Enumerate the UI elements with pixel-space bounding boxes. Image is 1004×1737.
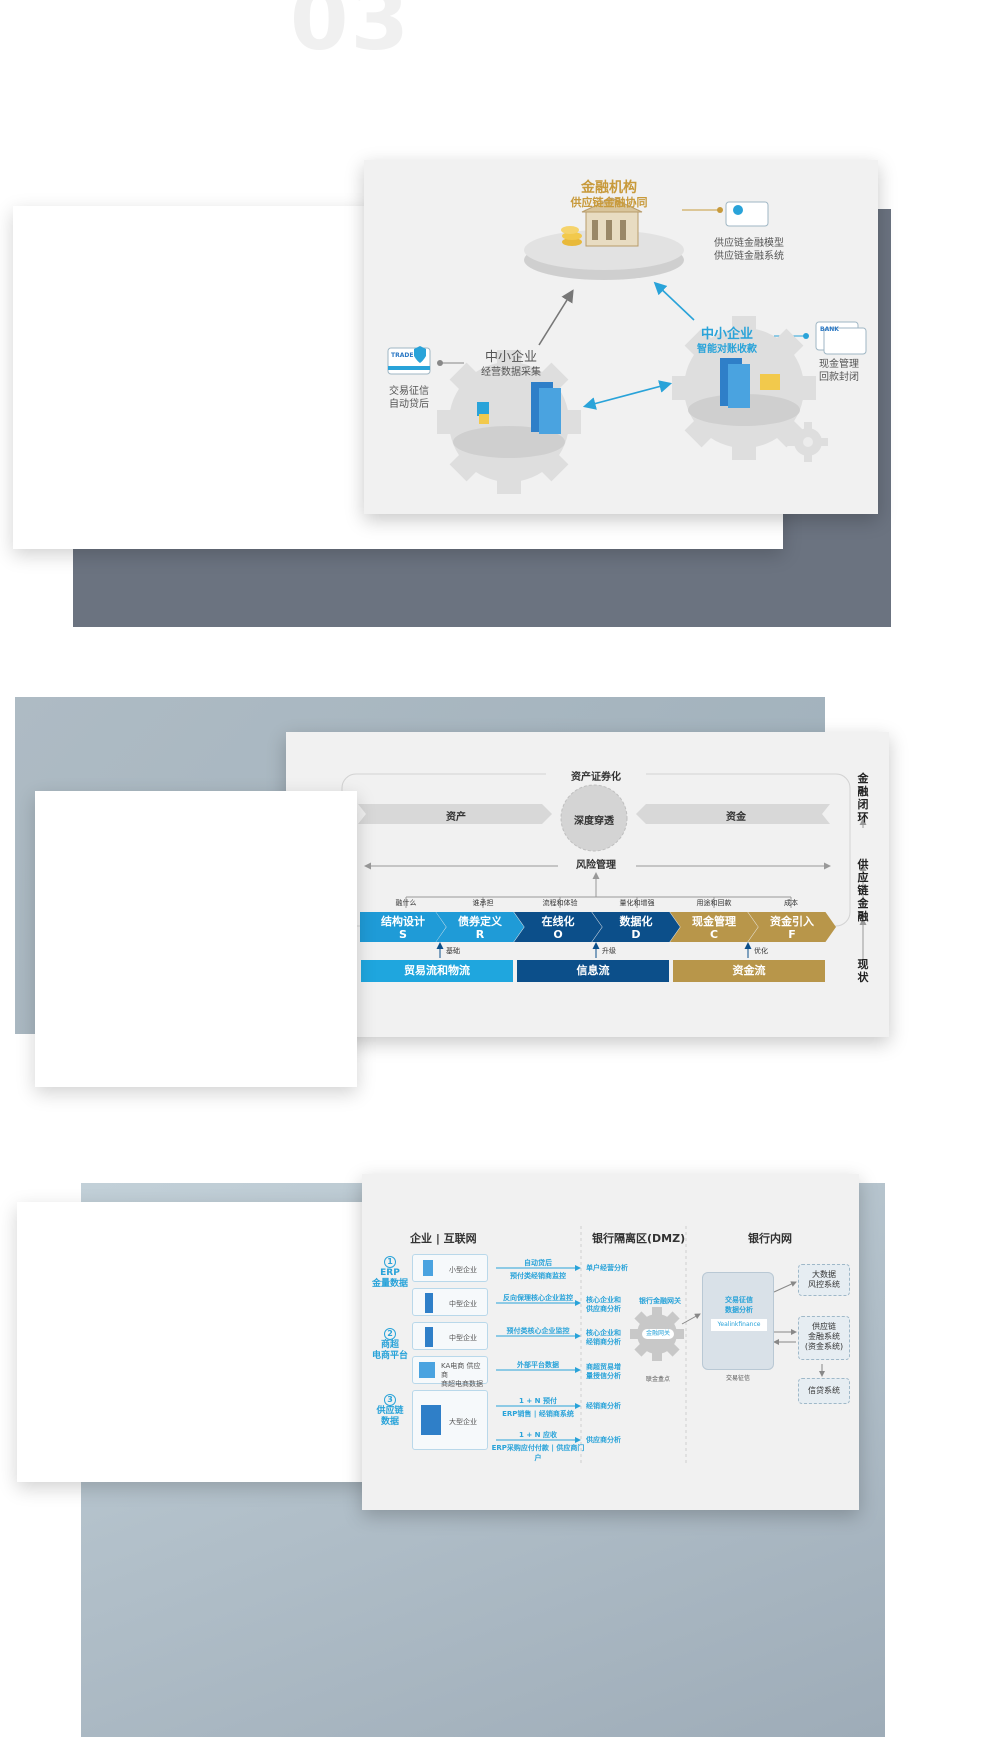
section3-white-card xyxy=(17,1202,387,1482)
building-icon xyxy=(425,1293,433,1313)
analysis-5: 经销商分析 xyxy=(586,1402,621,1410)
side-label-closed-loop: 金融闭环 xyxy=(857,772,869,824)
section3-diagram-panel: 企业 | 互联网 银行隔离区(DMZ) 银行内网 1 ERP 金量数据 2 商超 电… xyxy=(362,1174,859,1510)
section2-white-card xyxy=(35,791,357,1087)
link-1-top: 自动贷后 xyxy=(524,1259,552,1267)
analysis-6: 供应商分析 xyxy=(586,1436,621,1444)
risk-management-label: 风险管理 xyxy=(562,856,630,871)
step-online: 在线化 O xyxy=(514,912,602,942)
building-icon xyxy=(423,1260,433,1276)
enterprise-small: 小型企业 xyxy=(412,1254,488,1282)
bank-card-label: BANK xyxy=(820,326,839,333)
side-label-status: 现状 xyxy=(857,958,869,984)
group-3-badge: 3 xyxy=(384,1394,396,1406)
top-label-2: 谁承担 xyxy=(472,899,494,907)
enterprise-large: 大型企业 xyxy=(412,1390,488,1450)
bank-note-line1: 现金管理 xyxy=(819,359,859,370)
enterprise-medium-2: 中型企业 xyxy=(412,1322,488,1350)
analysis-2: 核心企业和 供应商分析 xyxy=(586,1296,621,1313)
group-retail: 2 商超 电商平台 xyxy=(371,1328,408,1361)
step-cash-management: 现金管理 C xyxy=(670,912,758,942)
left-note-line1: 交易征信 xyxy=(389,386,429,397)
section1-diagram-graphics xyxy=(387,197,867,494)
left-note-line2: 自动贷后 xyxy=(389,399,429,410)
scf-system: 供应链 金融系统 (资金系统) xyxy=(798,1316,850,1360)
link-1-bottom: 预付类经销商监控 xyxy=(510,1272,566,1280)
bigdata-risk-system: 大数据 风控系统 xyxy=(798,1264,850,1296)
step-structure-design: 结构设计 S xyxy=(360,912,446,942)
group-supply-chain: 3 供应链 数据 xyxy=(376,1394,404,1427)
left-enterprise-title: 中小企业 xyxy=(484,350,537,365)
top-label-3: 流程和体验 xyxy=(542,899,578,907)
step-fund-introduction: 资金引入 F xyxy=(748,912,836,942)
yealink-logo: Yealinkfinance xyxy=(711,1319,767,1331)
step-bond-definition: 债券定义 R xyxy=(436,912,524,942)
credit-analysis-box: 交易征信 数据分析 Yealinkfinance xyxy=(702,1272,774,1370)
link-4-top: 外部平台数据 xyxy=(517,1361,559,1369)
link-6-bottom: ERP采购应付付款 | 供应商门户 xyxy=(491,1444,585,1462)
flow-label-basic: 基础 xyxy=(446,947,460,955)
section2-diagram-panel: 资产证券化 资产 资金 深度穿透 风险管理 融什么 谁承担 流程和体验 量化和增… xyxy=(286,732,889,1037)
fund-flow: 资金流 xyxy=(673,960,825,982)
top-label-1: 融什么 xyxy=(395,899,417,907)
bank-note-line2: 回款封闭 xyxy=(819,372,859,383)
credit-system: 信贷系统 xyxy=(798,1378,850,1404)
deep-penetration-label: 深度穿透 xyxy=(574,816,614,827)
gateway-note: 联金盒点 xyxy=(645,1376,670,1383)
group-1-badge: 1 xyxy=(384,1256,396,1268)
credit-note: 交易征信 xyxy=(725,1375,750,1382)
group-erp: 1 ERP 金量数据 xyxy=(371,1256,408,1289)
building-icon xyxy=(421,1405,441,1435)
link-2-top: 反向保理核心企业监控 xyxy=(503,1294,573,1302)
right-note-line1: 供应链金融模型 xyxy=(714,238,784,249)
trade-card-label: TRADE xyxy=(391,352,414,359)
enterprise-ka-retail: KA电商 供应商 商超电商数据 xyxy=(412,1356,488,1388)
link-5-top: 1 + N 预付 xyxy=(519,1397,557,1405)
left-enterprise-subtitle: 经营数据采集 xyxy=(481,367,541,378)
column-enterprise-internet: 企业 | 互联网 xyxy=(410,1232,477,1245)
right-enterprise-subtitle: 智能对账收款 xyxy=(697,344,757,355)
enterprise-medium-1: 中型企业 xyxy=(412,1288,488,1316)
gateway-badge: 金融网关 xyxy=(642,1329,674,1339)
information-flow: 信息流 xyxy=(517,960,669,982)
asset-label: 资产 xyxy=(446,812,466,823)
store-icon xyxy=(419,1362,435,1378)
right-enterprise-title: 中小企业 xyxy=(700,327,753,342)
funds-label: 资金 xyxy=(726,812,746,823)
flow-label-upgrade: 升级 xyxy=(602,947,616,955)
flow-label-optimize: 优化 xyxy=(754,947,768,955)
column-bank-intranet: 银行内网 xyxy=(748,1232,792,1245)
top-label-5: 用途和回款 xyxy=(696,899,732,907)
link-6-top: 1 + N 应收 xyxy=(519,1431,557,1439)
trade-logistics-flow: 贸易流和物流 xyxy=(361,960,513,982)
building-icon xyxy=(425,1327,433,1347)
group-2-badge: 2 xyxy=(384,1328,396,1340)
right-note-line2: 供应链金融系统 xyxy=(714,251,784,262)
financial-institution-title: 金融机构 xyxy=(581,180,637,196)
section3-diagram-graphics xyxy=(496,1226,825,1464)
column-bank-dmz: 银行隔离区(DMZ) xyxy=(592,1232,686,1245)
section-number: 03 xyxy=(290,0,411,69)
securitization-label: 资产证券化 xyxy=(546,768,646,783)
analysis-4: 商超贸易增 量授信分析 xyxy=(586,1363,621,1380)
step-data: 数据化 D xyxy=(592,912,680,942)
link-5-bottom: ERP销售 | 经销商系统 xyxy=(502,1410,574,1418)
analysis-1: 单户经营分析 xyxy=(586,1264,628,1272)
gateway-label: 银行金融网关 xyxy=(639,1297,681,1305)
financial-institution-subtitle: 供应链金融协同 xyxy=(570,196,648,209)
side-label-scf: 供应链金融 xyxy=(857,858,869,923)
link-3-top: 预付类核心企业监控 xyxy=(506,1327,570,1335)
top-label-4: 量化和增强 xyxy=(619,899,655,907)
section1-diagram-panel: 金融机构 供应链金融协同 供应链金融模型 供应链金融系统 中小企业 经营数据采集… xyxy=(364,160,878,514)
top-label-6: 成本 xyxy=(784,899,798,907)
analysis-3: 核心企业和 经销商分析 xyxy=(586,1329,621,1346)
